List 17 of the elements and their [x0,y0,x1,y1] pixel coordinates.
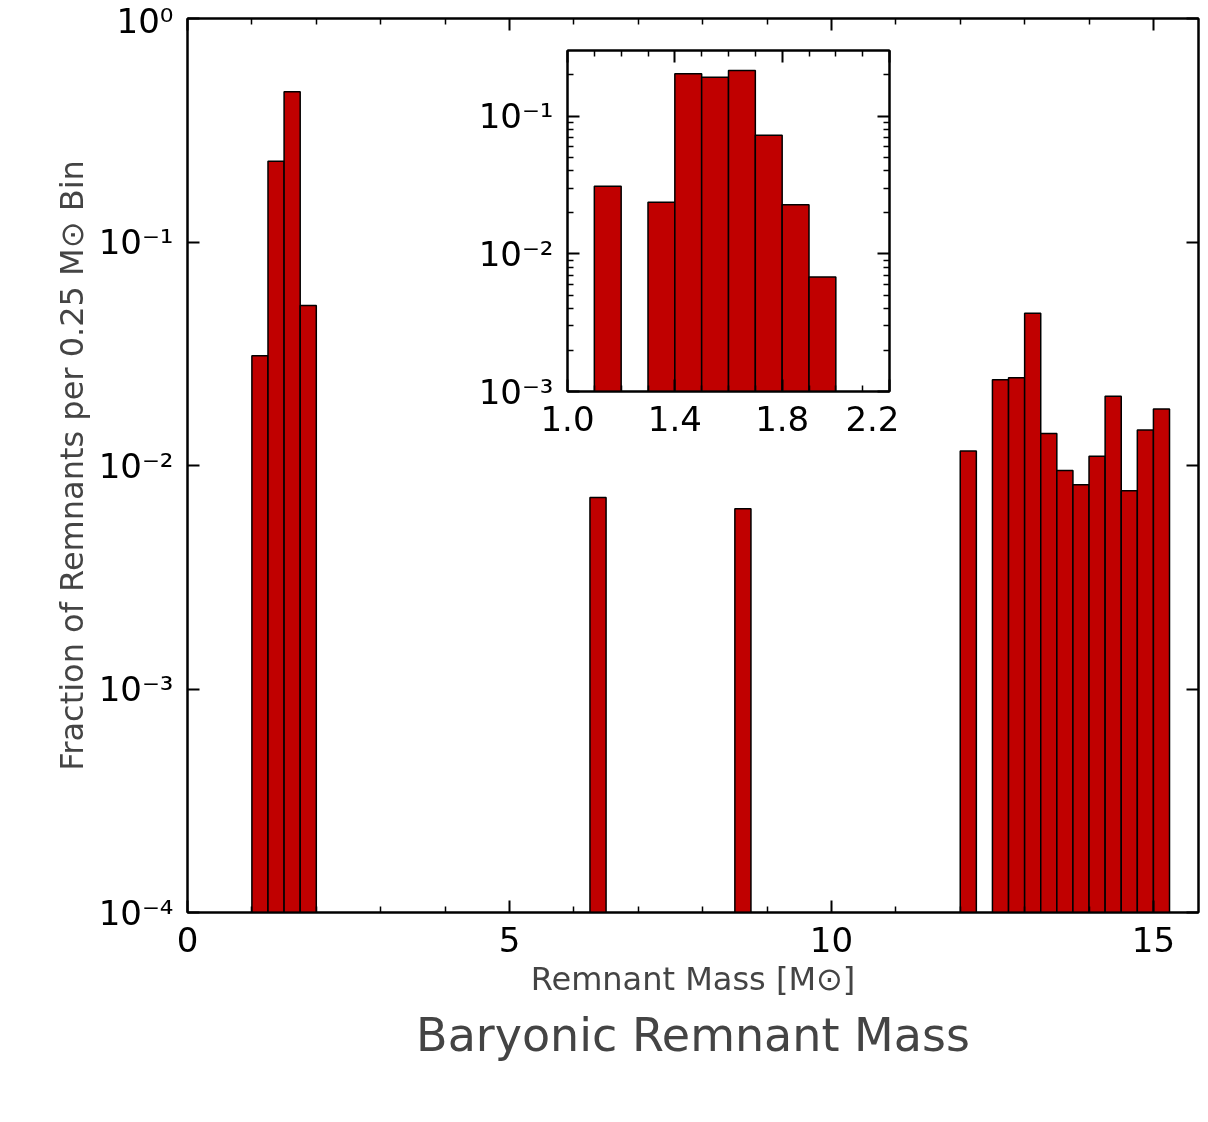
x-axis-title: Remnant Mass [M⊙] [530,959,856,998]
y-tick-label: 10⁻³ [98,669,174,709]
y-tick-label: 10⁻¹ [98,222,174,262]
x-tick-label: 2.2 [845,398,900,439]
y-tick-label: 10⁰ [116,0,174,41]
x-tick-label: 0 [176,919,199,960]
text: Baryonic Remnant Mass [416,1007,970,1062]
y-axis-title: Fraction of Remnants per 0.25 M⊙ Bin [52,160,91,771]
x-tick-label: 15 [1131,919,1176,960]
y-tick-label: 10⁻⁴ [98,892,174,933]
y-tick-label: 10⁻² [98,445,174,486]
y-tick-label: 10⁻² [478,233,554,274]
x-tick-label: 1.4 [647,398,702,439]
y-tick-label: 10⁻¹ [478,96,554,137]
x-tick-label: 10 [809,919,854,960]
x-tick-label: 5 [498,919,521,960]
x-tick-label: 1.8 [755,398,810,439]
